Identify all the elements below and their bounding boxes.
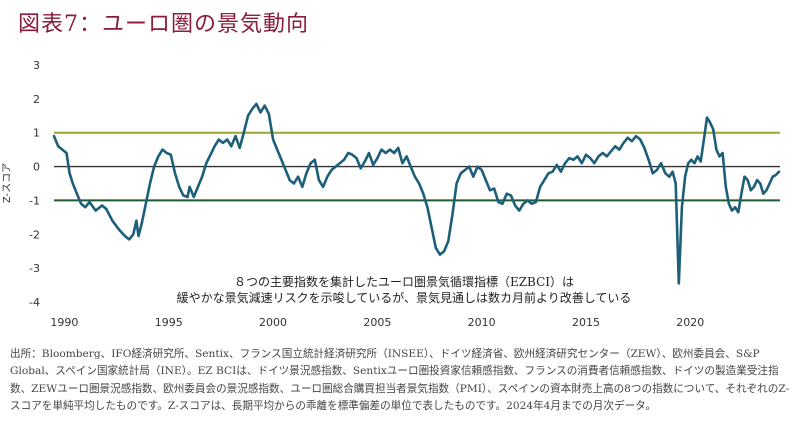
x-tick-label: 1995 <box>155 316 183 329</box>
x-tick-label: 1990 <box>50 316 78 329</box>
y-axis-label: Z-スコア <box>2 163 13 203</box>
source-note: 出所：Bloomberg、IFO経済研究所、Sentix、フランス国立統計経済研… <box>10 348 790 413</box>
x-tick-label: 2000 <box>259 316 287 329</box>
x-tick-label: 2015 <box>572 316 600 329</box>
x-axis-ticks: 1990 1995 2000 2005 2010 2015 2020 <box>50 316 704 329</box>
reference-lines <box>54 131 780 202</box>
annotation-line-1: ８つの主要指数を集計したユーロ圏景気循環指標（EZBCI）は <box>234 274 574 289</box>
y-axis-ticks: 3 2 1 0 -1 -2 -3 -4 <box>29 59 40 309</box>
y-tick-label: -2 <box>29 228 40 241</box>
y-tick-label: -4 <box>29 296 40 309</box>
series-line-ezbci <box>52 102 781 285</box>
x-tick-label: 2005 <box>363 316 391 329</box>
y-tick-label: 2 <box>33 93 40 106</box>
annotation-line-2: 緩やかな景気減速リスクを示唆しているが、景気見通しは数カ月前より改善している <box>177 290 632 305</box>
x-tick-label: 2020 <box>676 316 704 329</box>
page-title: 図表7：ユーロ圏の景気動向 <box>18 12 309 37</box>
y-tick-label: 3 <box>33 59 40 72</box>
y-tick-label: 0 <box>33 161 40 174</box>
x-tick-label: 2010 <box>468 316 496 329</box>
y-tick-label: -1 <box>29 194 40 207</box>
y-tick-label: -3 <box>29 262 40 275</box>
chart-annotation: ８つの主要指数を集計したユーロ圏景気循環指標（EZBCI）は 緩やかな景気減速リ… <box>177 274 632 305</box>
y-tick-label: 1 <box>33 127 40 140</box>
line-chart: 3 2 1 0 -1 -2 -3 -4 1990 1995 2000 2005 2010 2015 202… <box>2 59 781 329</box>
